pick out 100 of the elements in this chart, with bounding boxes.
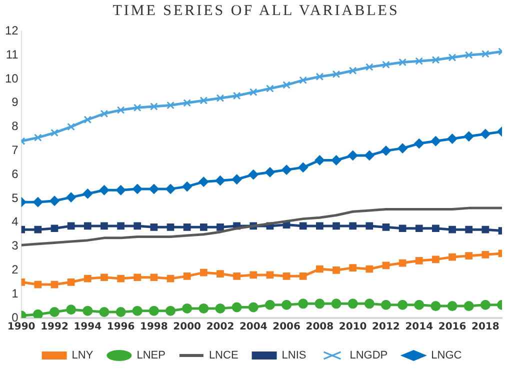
point bbox=[316, 222, 324, 230]
point bbox=[49, 196, 60, 206]
legend-label: LNGDP bbox=[350, 350, 388, 362]
point bbox=[99, 185, 110, 196]
point bbox=[464, 51, 473, 60]
point bbox=[332, 70, 340, 78]
point bbox=[116, 307, 126, 318]
point bbox=[32, 309, 43, 318]
point bbox=[364, 298, 374, 309]
legend-label: LNCE bbox=[208, 350, 238, 362]
y-tick-label: 9 bbox=[12, 95, 19, 110]
point bbox=[299, 76, 308, 84]
point bbox=[117, 274, 124, 282]
point bbox=[366, 222, 374, 230]
legend-label: LNIS bbox=[282, 350, 306, 362]
point bbox=[349, 264, 357, 272]
point bbox=[183, 272, 191, 280]
point bbox=[100, 274, 108, 282]
point bbox=[82, 188, 93, 199]
point bbox=[84, 222, 92, 230]
point bbox=[432, 256, 440, 264]
point bbox=[380, 300, 391, 310]
point bbox=[348, 298, 358, 309]
point bbox=[432, 56, 440, 64]
point bbox=[166, 224, 174, 231]
point bbox=[298, 298, 308, 309]
point bbox=[299, 222, 307, 230]
point bbox=[216, 224, 224, 231]
point bbox=[66, 304, 76, 315]
point bbox=[200, 96, 208, 104]
point bbox=[117, 222, 124, 230]
point bbox=[150, 224, 158, 231]
point bbox=[166, 274, 174, 282]
point bbox=[198, 303, 209, 314]
x-tick-label: 1994 bbox=[74, 322, 102, 333]
point bbox=[150, 102, 158, 110]
y-tick-label: 4 bbox=[12, 214, 19, 229]
point bbox=[430, 136, 441, 146]
point bbox=[182, 182, 192, 192]
point bbox=[448, 253, 456, 261]
x-tick-label: 2014 bbox=[405, 322, 434, 333]
point bbox=[282, 300, 292, 310]
point bbox=[66, 192, 76, 202]
x-tick-label: 2018 bbox=[472, 322, 500, 333]
point bbox=[84, 274, 92, 282]
y-tick-label: 11 bbox=[6, 47, 19, 62]
x-tick-label: 2016 bbox=[438, 322, 466, 333]
point bbox=[480, 128, 490, 139]
point bbox=[200, 268, 208, 276]
point bbox=[166, 184, 176, 194]
point bbox=[480, 300, 490, 310]
point bbox=[298, 162, 308, 172]
point bbox=[299, 272, 307, 280]
point bbox=[148, 184, 159, 194]
point bbox=[414, 300, 424, 310]
point bbox=[464, 301, 474, 312]
x-tick-label: 2004 bbox=[239, 322, 268, 333]
point bbox=[166, 306, 176, 316]
point bbox=[366, 265, 374, 273]
point bbox=[50, 128, 58, 137]
point bbox=[382, 262, 390, 270]
point bbox=[430, 301, 441, 312]
point bbox=[264, 300, 275, 310]
point bbox=[448, 54, 456, 62]
point bbox=[264, 167, 275, 178]
point bbox=[132, 184, 142, 194]
point bbox=[314, 155, 325, 166]
point bbox=[348, 150, 358, 160]
point bbox=[380, 146, 391, 156]
point bbox=[266, 271, 274, 279]
point bbox=[99, 307, 110, 318]
point bbox=[282, 81, 290, 89]
point bbox=[314, 298, 325, 309]
point bbox=[233, 272, 240, 280]
x-tick-label: 2006 bbox=[272, 322, 300, 333]
x-tick-label: 1998 bbox=[140, 322, 168, 333]
y-tick-label: 1 bbox=[12, 286, 19, 300]
point bbox=[50, 280, 58, 288]
point bbox=[432, 224, 440, 232]
point bbox=[82, 306, 93, 316]
x-tick-label: 1996 bbox=[106, 322, 135, 333]
y-tick-label: 8 bbox=[12, 119, 19, 134]
point bbox=[249, 88, 258, 96]
point bbox=[34, 134, 42, 142]
point bbox=[232, 302, 242, 312]
point bbox=[166, 101, 174, 110]
point bbox=[266, 84, 274, 92]
point bbox=[349, 222, 357, 230]
point bbox=[382, 224, 390, 231]
point bbox=[332, 266, 340, 274]
point bbox=[348, 66, 357, 75]
point bbox=[215, 303, 226, 314]
point bbox=[447, 301, 458, 312]
point bbox=[67, 122, 76, 131]
y-tick-label: 3 bbox=[12, 238, 19, 253]
point bbox=[100, 110, 108, 118]
point bbox=[215, 176, 226, 186]
point bbox=[415, 224, 423, 232]
point bbox=[382, 60, 390, 69]
point bbox=[414, 138, 424, 149]
